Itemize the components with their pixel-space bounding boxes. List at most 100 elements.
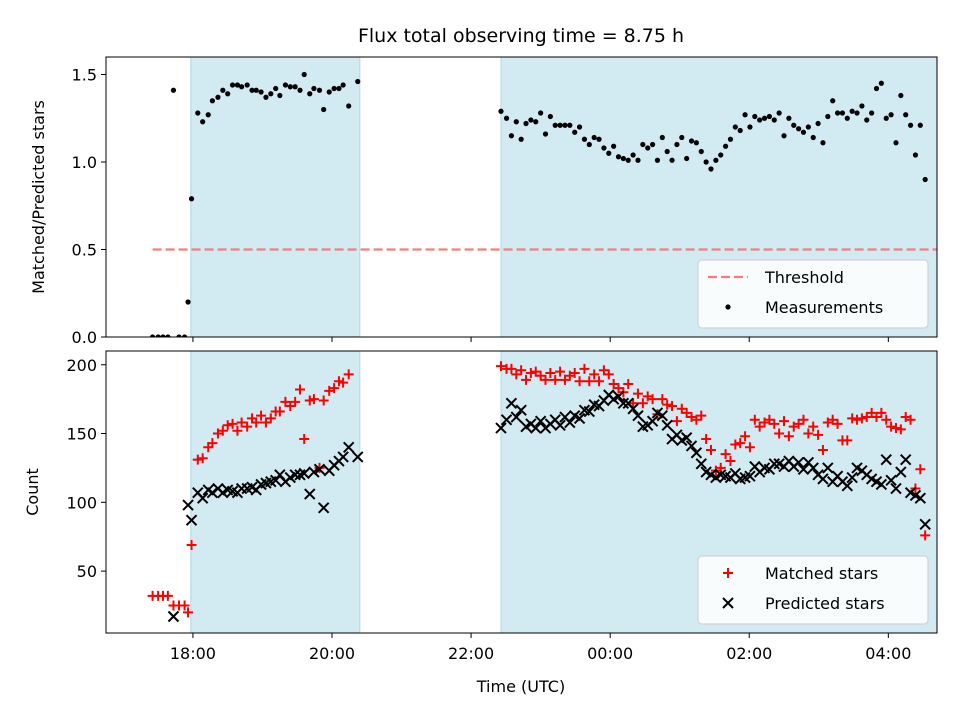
measurement-point xyxy=(316,87,323,93)
measurement-point xyxy=(664,148,670,155)
measurement-point xyxy=(567,122,573,128)
matched-star-point xyxy=(227,418,238,429)
shaded-observing-window xyxy=(190,57,361,337)
measurement-point xyxy=(209,98,215,104)
matched-star-point xyxy=(506,363,517,374)
predicted-star-point xyxy=(792,456,805,469)
predicted-star-point xyxy=(632,409,644,422)
predicted-star-point xyxy=(817,473,829,485)
matched-star-point xyxy=(179,600,190,611)
matched-star-point xyxy=(774,428,785,439)
measurement-point xyxy=(713,157,719,163)
measurement-point xyxy=(781,133,787,139)
predicted-star-point xyxy=(914,492,927,504)
matched-star-point xyxy=(183,607,194,618)
x-axis-label: Time (UTC) xyxy=(476,677,565,696)
legend-box xyxy=(697,259,929,329)
measurement-point xyxy=(287,84,293,90)
measurement-point xyxy=(679,134,685,141)
legend-box xyxy=(697,555,929,625)
measurement-point xyxy=(160,334,166,337)
measurement-point xyxy=(869,110,875,116)
matched-star-point xyxy=(735,438,746,449)
measurement-point xyxy=(576,124,583,130)
matched-star-point xyxy=(783,431,794,442)
matched-star-point xyxy=(555,366,566,377)
matched-star-point xyxy=(338,377,349,388)
predicted-star-point xyxy=(612,390,625,403)
measurement-point xyxy=(859,103,865,109)
matched-star-point xyxy=(265,413,276,424)
predicted-star-point xyxy=(304,488,316,500)
x-tick-label: 02:00 xyxy=(726,644,772,663)
measurement-point xyxy=(620,155,626,162)
legend: Matched stars Predicted stars xyxy=(697,555,929,625)
matched-star-point xyxy=(647,394,658,405)
measurement-point xyxy=(273,85,279,92)
measurement-point xyxy=(581,136,588,142)
matched-star-point xyxy=(222,420,233,431)
measurement-point xyxy=(864,117,870,123)
measurement-point xyxy=(888,112,894,118)
measurement-point xyxy=(268,91,274,97)
measurement-point xyxy=(757,117,763,123)
measurement-point xyxy=(220,87,226,93)
matched-star-point xyxy=(705,445,716,456)
predicted-star-point xyxy=(515,404,527,416)
measurement-point xyxy=(825,113,831,120)
measurement-point xyxy=(761,115,768,121)
matched-star-point xyxy=(671,416,682,427)
plot-area xyxy=(147,351,937,633)
predicted-star-point xyxy=(690,447,703,459)
matched-star-point xyxy=(236,417,247,428)
predicted-star-point xyxy=(182,499,194,511)
counts-panel: 50 100 150 200 18:00 20:00 22:00 00:00 02:00 04:0… xyxy=(23,350,938,663)
predicted-star-point xyxy=(185,514,198,526)
matched-star-point xyxy=(569,368,580,379)
matched-star-point xyxy=(579,363,590,374)
measurement-point xyxy=(649,141,656,148)
measurement-point xyxy=(229,82,236,88)
matched-star-point xyxy=(192,454,203,465)
measurement-point xyxy=(747,124,753,130)
matched-star-point xyxy=(574,376,585,387)
measurement-point xyxy=(898,92,904,99)
measurement-point xyxy=(321,106,327,113)
measurement-point xyxy=(572,129,578,135)
predicted-star-point xyxy=(500,414,513,426)
measurement-point xyxy=(523,120,529,127)
predicted-star-point xyxy=(744,470,756,482)
measurement-point xyxy=(752,113,758,120)
legend-measurements-label: Measurements xyxy=(765,298,883,317)
matched-star-point xyxy=(186,539,197,550)
measurement-point xyxy=(503,115,510,121)
measurement-point xyxy=(615,154,622,160)
predicted-star-point xyxy=(554,419,566,431)
measurement-point xyxy=(893,140,899,146)
measurement-point xyxy=(518,136,524,142)
matched-star-point xyxy=(667,401,678,412)
y-axis-label: Matched/Predicted stars xyxy=(29,100,48,294)
measurement-point xyxy=(533,119,539,125)
predicted-star-point xyxy=(317,502,330,514)
matched-star-point xyxy=(256,410,267,421)
matched-star-point xyxy=(740,431,751,442)
measurement-point xyxy=(611,143,617,149)
measurement-point xyxy=(796,126,802,132)
predicted-star-point xyxy=(510,411,522,423)
measurement-point xyxy=(170,87,177,93)
matched-star-point xyxy=(720,449,731,460)
x-tick-label: 04:00 xyxy=(865,644,911,663)
measurement-point xyxy=(307,91,313,97)
measurement-point xyxy=(815,120,821,127)
measurement-point xyxy=(703,159,709,165)
predicted-star-point xyxy=(627,403,639,415)
measurement-point xyxy=(239,84,245,90)
x-tick-label: 00:00 xyxy=(587,644,633,663)
predicted-star-point xyxy=(167,610,180,623)
y-tick-label: 50 xyxy=(77,562,97,581)
predicted-star-point xyxy=(885,474,897,487)
measurement-point xyxy=(355,78,361,85)
matched-star-point xyxy=(725,456,736,467)
measurement-point xyxy=(542,131,549,137)
